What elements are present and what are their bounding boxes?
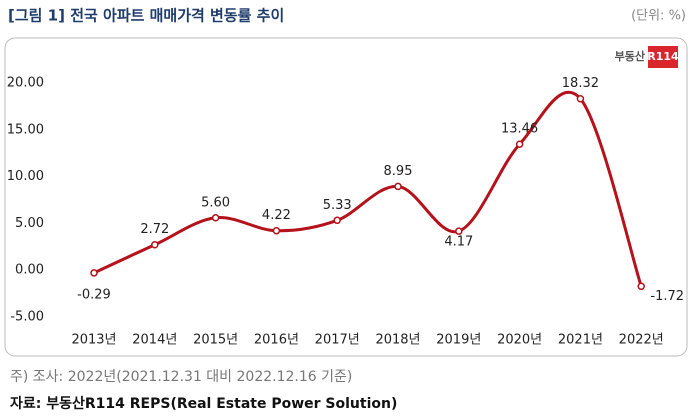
x-tick-label: 2022년 — [619, 333, 664, 348]
point — [394, 182, 402, 191]
x-tick-label: 2013년 — [71, 333, 116, 348]
point — [637, 282, 645, 291]
data-label: 5.60 — [201, 195, 230, 210]
x-tick-label: 2017년 — [315, 333, 360, 348]
logo-badge-text: R114 — [647, 50, 679, 63]
unit-note: (단위: %) — [631, 9, 686, 24]
chart-frame — [4, 37, 688, 357]
point — [333, 216, 341, 225]
y-tick-label: 15.00 — [7, 122, 44, 137]
point — [515, 140, 524, 148]
y-tick-label: 20.00 — [7, 76, 44, 91]
point — [455, 227, 463, 235]
data-label: 5.33 — [323, 198, 352, 213]
data-label: -1.72 — [650, 289, 684, 304]
note: 주) 조사: 2022년(2021.12.31 대비 2022.12.16 기준… — [10, 369, 352, 385]
x-tick-label: 2018년 — [375, 333, 420, 348]
logo-text: 부동산 — [615, 49, 645, 63]
point — [272, 226, 281, 235]
chart-title: [그림 1] 전국 아파트 매매가격 변동률 추이 — [8, 7, 284, 25]
y-tick-label: 5.00 — [15, 216, 44, 231]
x-tick-label: 2016년 — [254, 333, 299, 348]
x-tick-label: 2020년 — [497, 333, 542, 348]
y-tick-label: 0.00 — [15, 263, 44, 278]
data-label: 4.22 — [262, 208, 291, 223]
x-tick-label: 2021년 — [558, 333, 603, 348]
point — [211, 214, 220, 222]
x-tick-label: 2015년 — [193, 333, 238, 348]
data-label: 8.95 — [384, 164, 413, 179]
data-label: 4.17 — [444, 235, 473, 250]
point — [151, 240, 159, 249]
y-tick-label: 10.00 — [7, 169, 44, 184]
y-tick-label: -5.00 — [10, 310, 44, 325]
line — [93, 90, 643, 287]
data-label: 13.46 — [501, 122, 538, 137]
point — [576, 94, 585, 103]
data-label: 18.32 — [562, 76, 599, 91]
source: 자료: 부동산R114 REPS(Real Estate Power Solut… — [10, 395, 397, 412]
x-tick-label: 2019년 — [436, 333, 481, 348]
data-label: 2.72 — [140, 222, 169, 237]
x-tick-label: 2014년 — [132, 333, 177, 348]
logo-badge — [648, 46, 678, 68]
point — [90, 269, 98, 277]
data-label: -0.29 — [77, 287, 111, 302]
